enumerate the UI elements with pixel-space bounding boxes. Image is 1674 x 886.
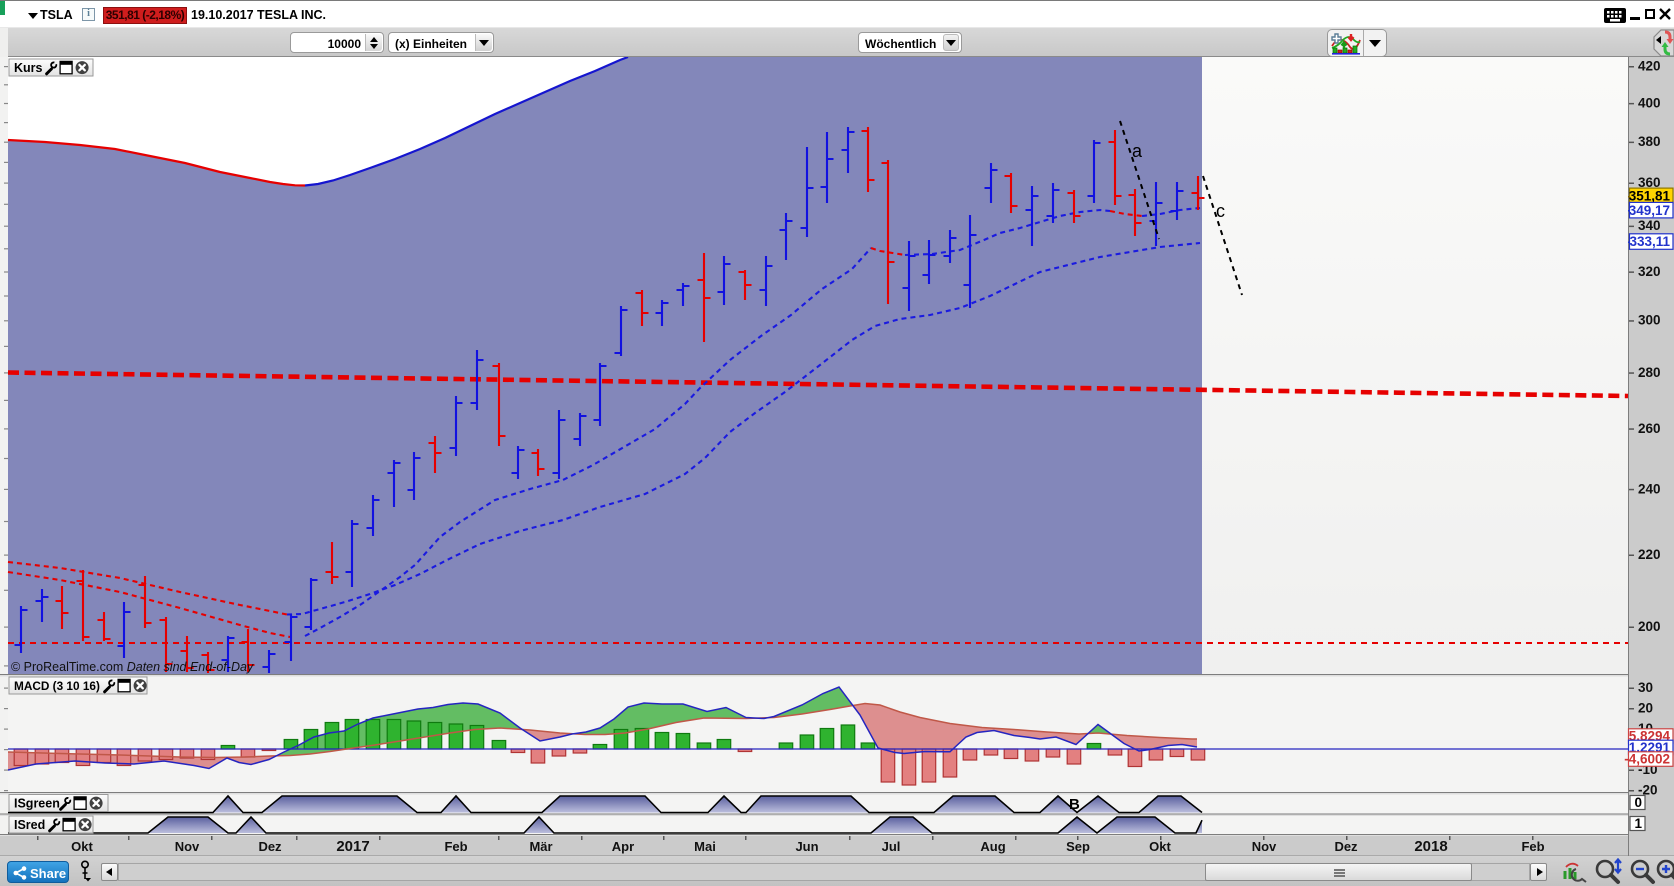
svg-text:20: 20 xyxy=(1638,701,1653,716)
svg-text:c: c xyxy=(1216,201,1225,221)
svg-text:300: 300 xyxy=(1638,313,1661,328)
svg-text:380: 380 xyxy=(1638,134,1661,149)
svg-text:240: 240 xyxy=(1638,481,1661,496)
svg-text:Mai: Mai xyxy=(694,839,716,854)
svg-text:© ProRealTime.com Daten sind E: © ProRealTime.com Daten sind End-of-Day xyxy=(11,660,254,674)
svg-text:2017: 2017 xyxy=(336,838,369,855)
svg-text:Jun: Jun xyxy=(795,839,818,854)
svg-text:0: 0 xyxy=(1634,795,1642,810)
svg-text:ISgreen: ISgreen xyxy=(14,797,60,811)
svg-text:1: 1 xyxy=(1634,816,1642,831)
svg-text:B: B xyxy=(1069,796,1080,813)
svg-text:400: 400 xyxy=(1638,95,1661,110)
svg-text:Dez: Dez xyxy=(258,839,282,854)
svg-text:200: 200 xyxy=(1638,619,1661,634)
svg-text:420: 420 xyxy=(1638,59,1661,74)
svg-text:Apr: Apr xyxy=(612,839,634,854)
svg-text:340: 340 xyxy=(1638,218,1661,233)
svg-text:360: 360 xyxy=(1638,175,1661,190)
svg-text:Okt: Okt xyxy=(71,839,93,854)
svg-text:Nov: Nov xyxy=(175,839,200,854)
svg-text:333,11: 333,11 xyxy=(1629,234,1670,249)
svg-text:280: 280 xyxy=(1638,365,1661,380)
svg-text:MACD (3 10 16): MACD (3 10 16) xyxy=(14,679,100,693)
svg-text:ISred: ISred xyxy=(14,818,45,832)
svg-text:Okt: Okt xyxy=(1149,839,1171,854)
svg-text:Aug: Aug xyxy=(980,839,1005,854)
svg-text:-20: -20 xyxy=(1638,783,1658,798)
svg-text:Kurs: Kurs xyxy=(14,61,43,75)
svg-text:220: 220 xyxy=(1638,547,1661,562)
svg-text:Feb: Feb xyxy=(1521,839,1544,854)
svg-text:Nov: Nov xyxy=(1252,839,1277,854)
svg-text:a: a xyxy=(1132,141,1143,161)
svg-text:Mär: Mär xyxy=(529,839,552,854)
svg-text:Jul: Jul xyxy=(882,839,901,854)
svg-text:Sep: Sep xyxy=(1066,839,1090,854)
svg-text:2018: 2018 xyxy=(1414,838,1447,855)
svg-text:320: 320 xyxy=(1638,264,1661,279)
svg-text:349,17: 349,17 xyxy=(1629,203,1670,218)
svg-text:Feb: Feb xyxy=(444,839,467,854)
svg-text:30: 30 xyxy=(1638,680,1653,695)
svg-text:351,81: 351,81 xyxy=(1629,189,1671,204)
svg-text:Dez: Dez xyxy=(1334,839,1358,854)
svg-text:-4,6002: -4,6002 xyxy=(1624,752,1670,767)
svg-text:260: 260 xyxy=(1638,421,1661,436)
